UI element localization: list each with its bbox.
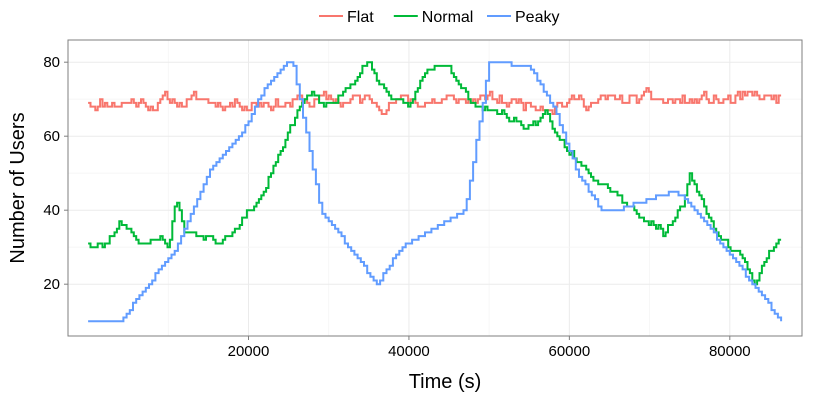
y-tick-label: 80 — [43, 54, 60, 71]
series-line-flat — [88, 87, 782, 115]
y-tick-label: 40 — [43, 202, 60, 219]
series-line-peaky — [88, 61, 783, 323]
series-layer — [88, 61, 783, 323]
x-tick-label: 20000 — [228, 343, 270, 360]
x-axis-title: Time (s) — [409, 371, 482, 393]
x-tick-label: 80000 — [709, 343, 751, 360]
y-tick-label: 20 — [43, 276, 60, 293]
legend-label-flat: Flat — [347, 9, 374, 26]
plot-border — [67, 39, 803, 337]
legend-label-peaky: Peaky — [515, 9, 559, 26]
series-line-normal — [88, 61, 782, 286]
x-tick-label: 60000 — [549, 343, 591, 360]
x-tick-label: 40000 — [388, 343, 430, 360]
legend-label-normal: Normal — [422, 9, 474, 26]
plot-panel — [68, 40, 802, 336]
y-tick-label: 60 — [43, 128, 60, 145]
legend: Flat Normal Peaky — [319, 9, 559, 26]
y-axis-title: Number of Users — [7, 112, 29, 263]
axis-ticks: 20000 40000 60000 80000 20 40 60 80 — [43, 54, 750, 360]
